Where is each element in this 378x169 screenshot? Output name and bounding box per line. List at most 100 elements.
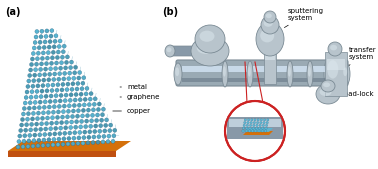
Circle shape [42, 111, 45, 115]
Circle shape [33, 73, 37, 77]
FancyBboxPatch shape [169, 46, 206, 56]
Ellipse shape [323, 82, 330, 87]
Ellipse shape [175, 67, 179, 76]
Circle shape [37, 106, 41, 110]
Ellipse shape [342, 63, 350, 85]
Circle shape [251, 130, 254, 132]
Circle shape [80, 87, 84, 91]
Circle shape [65, 60, 68, 64]
Circle shape [253, 121, 256, 124]
Circle shape [61, 50, 65, 54]
Circle shape [25, 90, 29, 94]
Circle shape [45, 116, 50, 120]
Circle shape [101, 107, 105, 111]
Circle shape [76, 81, 80, 86]
Circle shape [65, 115, 70, 119]
Circle shape [85, 119, 88, 123]
Circle shape [242, 130, 244, 132]
Ellipse shape [195, 25, 225, 53]
Circle shape [88, 97, 92, 101]
Circle shape [54, 34, 58, 38]
Circle shape [23, 134, 27, 138]
Circle shape [71, 82, 75, 86]
Circle shape [63, 131, 67, 135]
Bar [229, 119, 281, 127]
Circle shape [57, 77, 61, 81]
Circle shape [65, 55, 70, 59]
Circle shape [84, 92, 88, 96]
Circle shape [56, 50, 60, 54]
Circle shape [47, 105, 51, 109]
Circle shape [242, 127, 245, 129]
Circle shape [225, 101, 285, 161]
Circle shape [63, 71, 67, 75]
Circle shape [37, 46, 41, 50]
Circle shape [46, 111, 50, 115]
Ellipse shape [343, 67, 347, 76]
Circle shape [26, 112, 30, 116]
Circle shape [68, 71, 72, 75]
Circle shape [28, 101, 32, 105]
Circle shape [67, 137, 71, 140]
Circle shape [63, 99, 67, 103]
Circle shape [29, 128, 33, 132]
Circle shape [262, 124, 265, 127]
Circle shape [32, 79, 36, 83]
Circle shape [39, 62, 43, 66]
Text: graphene: graphene [120, 94, 160, 100]
Text: (b): (b) [162, 7, 178, 17]
Circle shape [67, 104, 71, 108]
Circle shape [56, 83, 60, 87]
Ellipse shape [223, 66, 226, 77]
Ellipse shape [288, 66, 291, 77]
Circle shape [62, 104, 66, 108]
Circle shape [261, 130, 263, 132]
Circle shape [69, 126, 73, 129]
Circle shape [85, 114, 90, 118]
Circle shape [33, 133, 37, 137]
Circle shape [59, 66, 63, 70]
Circle shape [25, 117, 29, 121]
Circle shape [107, 134, 111, 138]
Circle shape [94, 118, 99, 123]
Circle shape [40, 56, 44, 60]
Circle shape [78, 98, 82, 102]
Circle shape [71, 109, 75, 113]
Circle shape [263, 119, 266, 121]
Circle shape [42, 138, 46, 142]
Circle shape [26, 84, 30, 89]
Circle shape [65, 120, 68, 124]
Circle shape [94, 124, 98, 128]
Circle shape [46, 143, 50, 147]
Circle shape [53, 39, 57, 43]
Bar [182, 78, 342, 82]
Circle shape [34, 95, 38, 99]
Circle shape [29, 95, 33, 99]
Circle shape [49, 94, 53, 98]
Circle shape [61, 110, 65, 114]
Circle shape [246, 124, 249, 127]
Circle shape [16, 145, 20, 149]
Circle shape [86, 141, 90, 145]
Circle shape [73, 131, 77, 135]
Circle shape [50, 56, 54, 60]
Circle shape [112, 134, 116, 138]
Circle shape [56, 143, 60, 147]
Circle shape [62, 137, 66, 141]
Bar [325, 52, 347, 96]
Ellipse shape [174, 63, 182, 85]
Circle shape [258, 130, 260, 132]
Ellipse shape [321, 80, 335, 92]
Circle shape [73, 71, 77, 75]
Circle shape [43, 40, 47, 44]
Circle shape [64, 126, 68, 130]
Circle shape [243, 124, 245, 127]
Circle shape [54, 121, 59, 125]
Circle shape [85, 86, 89, 90]
Circle shape [99, 124, 103, 128]
Circle shape [30, 90, 34, 94]
Circle shape [40, 122, 43, 126]
Ellipse shape [197, 42, 216, 54]
Circle shape [50, 61, 54, 65]
Circle shape [56, 115, 59, 119]
